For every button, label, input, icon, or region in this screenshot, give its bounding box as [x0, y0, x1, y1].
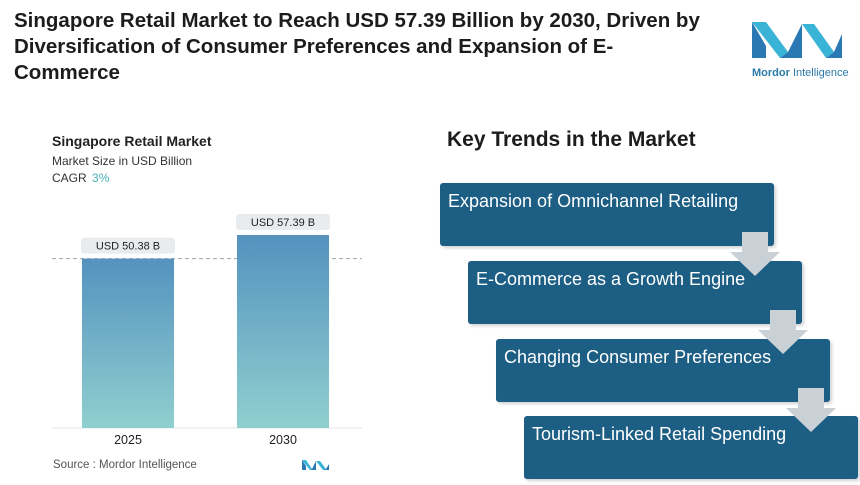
trend-item-tourism: Tourism-Linked Retail Spending [524, 416, 858, 479]
source-logo-icon [302, 460, 329, 470]
trend-item-ecommerce: E-Commerce as a Growth Engine [468, 261, 802, 324]
chart-subtitle: Market Size in USD Billion [52, 154, 193, 168]
cagr-label: CAGR [52, 171, 87, 185]
brand-name: Mordor Intelligence [752, 67, 849, 79]
trends-title: Key Trends in the Market [447, 128, 696, 151]
chart-cagr: CAGR 3% [52, 171, 109, 185]
chart-title: Singapore Retail Market [52, 133, 212, 149]
trend-item-consumer-preferences: Changing Consumer Preferences [496, 339, 830, 402]
page-headline: Singapore Retail Market to Reach USD 57.… [14, 9, 700, 84]
bar-2025 [82, 258, 174, 428]
x-tick-label: 2025 [114, 433, 142, 447]
down-arrow-icon [730, 232, 780, 276]
source-name: Mordor Intelligence [99, 459, 197, 471]
trend-item-omnichannel: Expansion of Omnichannel Retailing [440, 183, 774, 246]
x-tick-label: 2030 [269, 433, 297, 447]
data-label: USD 57.39 B [251, 217, 315, 229]
bar-2030 [237, 235, 329, 428]
mordor-intelligence-logo-icon [752, 22, 842, 58]
brand-logo: Mordor Intelligence [752, 16, 849, 86]
down-arrow-icon [786, 388, 836, 432]
data-label-bg [81, 237, 175, 254]
source-label: Source : [53, 459, 96, 471]
cagr-value: 3% [92, 171, 110, 185]
bar-chart: USD 50.38 B 2025 USD 57.39 B 2030 [52, 214, 362, 447]
data-label-bg [236, 214, 330, 230]
down-arrow-icon [758, 310, 808, 354]
data-label: USD 50.38 B [96, 241, 160, 253]
source-note: Source : Mordor Intelligence [53, 459, 197, 471]
